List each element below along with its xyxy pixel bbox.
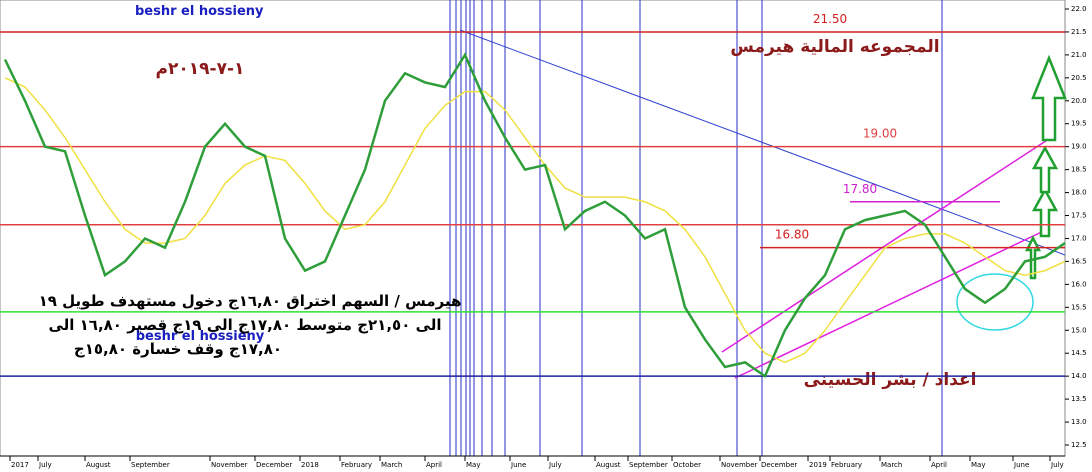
y-tick-label: 14.0 bbox=[1071, 372, 1087, 380]
x-tick-label: April bbox=[931, 461, 947, 469]
annotation: هيرمس / السهم اختراق ١٦,٨٠ج دخول مستهدف … bbox=[39, 292, 462, 358]
x-tick-label: February bbox=[831, 461, 862, 469]
x-tick-label: December bbox=[761, 461, 797, 469]
x-tick-label: March bbox=[381, 461, 402, 469]
x-tick-label: August bbox=[596, 461, 621, 469]
x-tick-label: October bbox=[673, 461, 701, 469]
y-tick-label: 22.0 bbox=[1071, 5, 1087, 13]
y-tick-label: 16.0 bbox=[1071, 280, 1087, 288]
x-tick-label: September bbox=[629, 461, 668, 469]
y-tick-label: 21.0 bbox=[1071, 51, 1087, 59]
x-tick-label: May bbox=[466, 461, 480, 469]
x-tick-label: July bbox=[1050, 461, 1064, 469]
x-tick-label: November bbox=[721, 461, 758, 469]
level-label: 16.80 bbox=[775, 228, 809, 242]
y-tick-label: 19.5 bbox=[1071, 120, 1087, 128]
y-tick-label: 12.5 bbox=[1071, 441, 1087, 449]
watermark: beshr el hossieny bbox=[136, 329, 265, 344]
x-tick-label: April bbox=[426, 461, 442, 469]
channel bbox=[721, 134, 1056, 379]
chart-title: المجموعه المالية هيرمس bbox=[730, 37, 939, 57]
x-tick-label: July bbox=[38, 461, 52, 469]
x-tick-label: February bbox=[341, 461, 372, 469]
y-tick-label: 18.0 bbox=[1071, 189, 1087, 197]
trend-line bbox=[459, 29, 1066, 256]
target-arrows bbox=[1024, 54, 1067, 280]
y-tick-label: 14.5 bbox=[1071, 349, 1087, 357]
x-tick-label: March bbox=[881, 461, 902, 469]
level-label: 21.50 bbox=[813, 12, 847, 26]
x-tick-label: May bbox=[971, 461, 985, 469]
x-tick-label: November bbox=[211, 461, 248, 469]
y-tick-label: 19.0 bbox=[1071, 143, 1087, 151]
watermark: beshr el hossieny bbox=[135, 4, 264, 19]
x-tick-label: 2018 bbox=[301, 461, 319, 469]
y-tick-label: 17.0 bbox=[1071, 234, 1087, 242]
y-tick-label: 18.5 bbox=[1071, 166, 1087, 174]
author: اعداد / بشر الحسينى bbox=[804, 370, 977, 390]
series-line bbox=[4, 77, 1066, 364]
series-line bbox=[3, 52, 1066, 379]
plot-area bbox=[0, 0, 1066, 457]
annotation-line: ١٧,٨٠ج وقف خسارة ١٥,٨٠ج bbox=[74, 340, 282, 358]
y-tick-label: 15.0 bbox=[1071, 326, 1087, 334]
y-tick-label: 13.5 bbox=[1071, 395, 1087, 403]
vertical-lines bbox=[449, 0, 943, 456]
y-tick-label: 13.0 bbox=[1071, 418, 1087, 426]
y-tick-label: 20.0 bbox=[1071, 97, 1087, 105]
level-label: 19.00 bbox=[863, 127, 897, 141]
y-tick-label: 17.5 bbox=[1071, 212, 1087, 220]
chart-subtitle: ١-٧-٢٠١٩م bbox=[156, 59, 245, 79]
x-tick-label: 2019 bbox=[809, 461, 827, 469]
x-tick-label: September bbox=[131, 461, 170, 469]
x-tick-label: July bbox=[548, 461, 562, 469]
y-tick-label: 15.5 bbox=[1071, 303, 1087, 311]
highlight-circle bbox=[956, 273, 1034, 331]
y-tick-label: 21.5 bbox=[1071, 28, 1087, 36]
annotation-line: الى ٢١,٥٠ج متوسط ١٧,٨٠ج الى ١٩ج قصير ١٦,… bbox=[48, 316, 441, 334]
x-tick-label: 2017 bbox=[11, 461, 29, 469]
level-label: 17.80 bbox=[843, 182, 877, 196]
x-tick-label: June bbox=[510, 461, 526, 469]
x-tick-label: June bbox=[1013, 461, 1029, 469]
y-tick-label: 16.5 bbox=[1071, 257, 1087, 265]
x-tick-label: December bbox=[256, 461, 292, 469]
x-tick-label: August bbox=[86, 461, 111, 469]
annotation-line: هيرمس / السهم اختراق ١٦,٨٠ج دخول مستهدف … bbox=[39, 292, 462, 310]
y-tick-label: 20.5 bbox=[1071, 74, 1087, 82]
